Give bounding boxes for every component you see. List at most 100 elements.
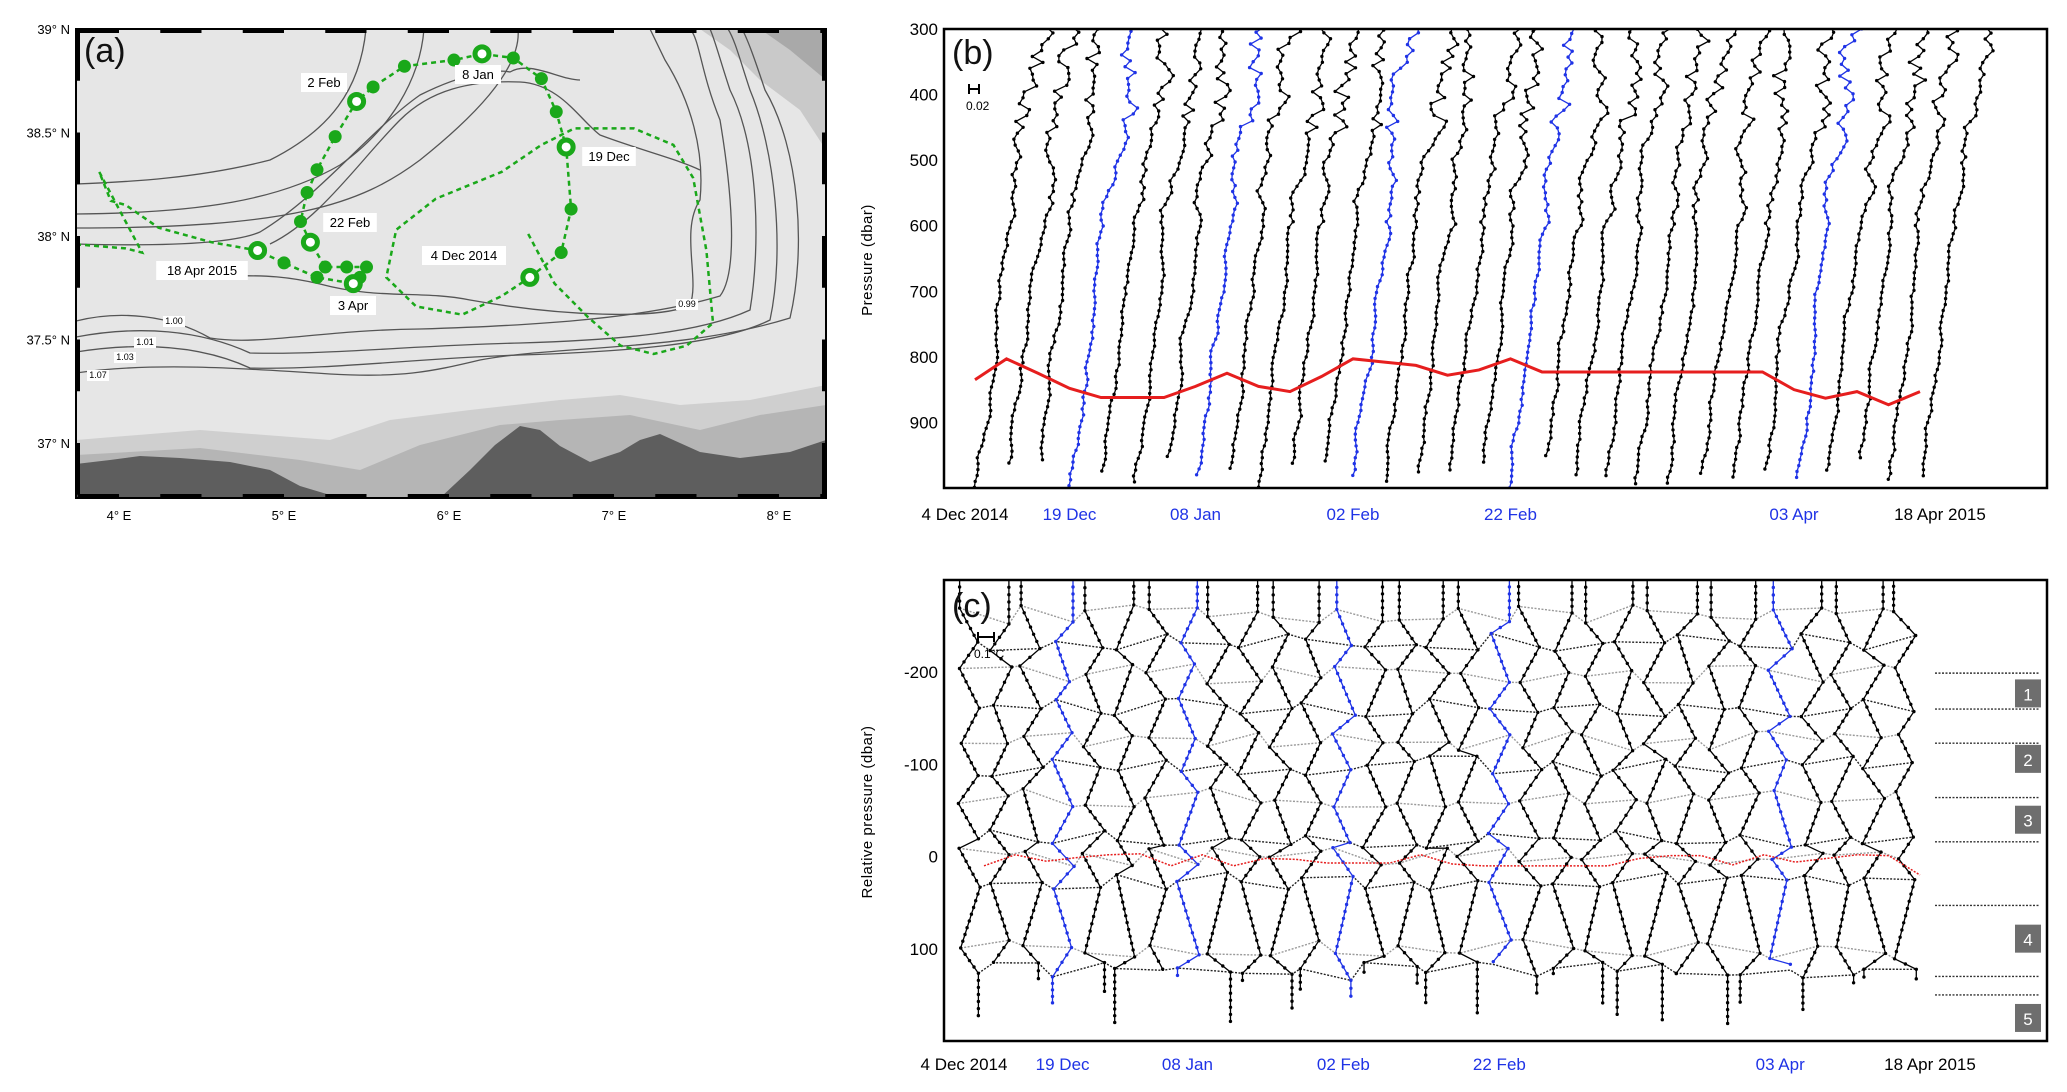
y-tick-label: 700	[910, 282, 938, 301]
layer-connector-line	[979, 871, 1915, 891]
frame-tick	[737, 494, 779, 498]
profile-dot-marker	[294, 215, 307, 229]
frame-tick	[325, 494, 367, 498]
date-label-bg	[330, 296, 376, 315]
map-panel: 2 Feb 8 Jan 19 Dec 22 Feb 4 Dec 2014 18 Apr 2…	[26, 22, 827, 523]
contour-label-bg	[163, 316, 185, 327]
float-tracks	[76, 44, 715, 356]
profile-dot-marker	[554, 246, 568, 260]
x-tick-label: 6° E	[437, 508, 462, 523]
scale-bar-icon	[977, 632, 995, 642]
frame-tick	[160, 494, 202, 498]
date-label-bg	[422, 246, 506, 265]
profile-line	[1705, 580, 1731, 1026]
x-tick-label: 4 Dec 2014	[921, 1055, 1008, 1074]
profile-line	[972, 29, 1055, 488]
x-tick-label: 08 Jan	[1170, 505, 1221, 524]
date-label-bg	[455, 65, 501, 84]
x-tick-label: 03 Apr	[1756, 1055, 1805, 1074]
profile-ring-marker	[347, 91, 367, 111]
layer-badge	[2015, 679, 2041, 708]
contour-label: 0.99	[678, 299, 696, 309]
profile-dot-marker	[506, 51, 520, 65]
profile-dot-marker	[447, 53, 461, 67]
profile-line	[1131, 29, 1203, 484]
date-label-text: 19 Dec	[588, 149, 630, 164]
scale-bar-label: 0.1°C	[974, 647, 1004, 661]
layer-connector-line	[978, 961, 1917, 982]
profiles-b	[972, 29, 1995, 488]
map-axes: 4° E 5° E 6° E 7° E 8° E 37° N 37.5° N 38° N 38.…	[26, 22, 791, 523]
profile-line	[1290, 29, 1360, 465]
x-tick-label: 4 Dec 2014	[922, 505, 1009, 524]
contour-line	[76, 29, 425, 215]
y-tick-label: 600	[910, 217, 938, 236]
frame-tick	[822, 236, 826, 288]
y-tick-label: 900	[910, 413, 938, 432]
profile-line	[1731, 29, 1792, 479]
profile-dot-marker	[397, 59, 411, 73]
contour-line	[76, 29, 519, 229]
profile-ring-marker	[472, 44, 492, 64]
profile-line	[1298, 580, 1323, 991]
map-frame-ticks	[76, 29, 826, 498]
profile-line	[1360, 580, 1388, 974]
layer-badge-label: 5	[2023, 1010, 2032, 1029]
profile-line	[1143, 580, 1169, 971]
profile-dot-marker	[360, 260, 373, 274]
profile-ring-marker	[343, 274, 363, 294]
x-tick-label: 8° E	[767, 508, 792, 523]
highlighted-profile-line	[1766, 580, 1794, 966]
profile-line	[1886, 29, 1960, 481]
y-tick-label: 37.5° N	[26, 333, 70, 348]
y-axis-title-c: Relative pressure (dbar)	[859, 726, 876, 899]
contour-label-bg	[114, 352, 136, 363]
profile-line	[1673, 580, 1700, 976]
layer-connector-line	[961, 730, 1899, 752]
date-label-bg	[323, 213, 377, 232]
profile-line	[1860, 580, 1888, 979]
profile-dot-marker	[366, 80, 380, 94]
y-tick-label: -100	[904, 755, 938, 774]
profile-dot-marker	[318, 260, 332, 274]
x-tick-label: 22 Feb	[1484, 505, 1537, 524]
shelf-shading-ne	[700, 29, 826, 150]
contour-label-bg	[134, 337, 156, 348]
x-tick-label: 18 Apr 2015	[1894, 505, 1986, 524]
scale-bar-c: 0.1°C	[974, 632, 1004, 661]
profile-line	[1891, 580, 1919, 981]
layer-connector-line	[977, 632, 1916, 652]
frame-tick	[822, 29, 826, 81]
y-tick-label: 0	[929, 848, 938, 867]
profile-line	[1665, 29, 1739, 485]
x-tick-label: 18 Apr 2015	[1884, 1055, 1976, 1074]
frame-tick	[655, 29, 697, 33]
panel-c: (c) 0.1°C Relative pressure (dbar) 1 2 3 4 5…	[859, 578, 2049, 1074]
frame-tick	[77, 494, 119, 498]
y-tick-label: 37° N	[37, 436, 70, 451]
profile-line	[1018, 580, 1045, 981]
scale-bar-icon	[968, 84, 980, 94]
contour-label: 1.01	[136, 337, 154, 347]
profile-dot-marker	[277, 256, 291, 270]
reference-isopycnal-line	[974, 357, 1921, 407]
dashed-track	[384, 127, 715, 356]
frame-tick	[76, 132, 80, 185]
profile-dot-marker	[328, 130, 342, 144]
profile-line	[1384, 29, 1460, 483]
profile-line	[1228, 29, 1303, 470]
layer-badge-label: 4	[2023, 931, 2032, 950]
highlighted-profile-line	[1050, 580, 1076, 1005]
profile-line	[1829, 580, 1856, 985]
date-label: 18 Apr 2015	[156, 261, 248, 280]
layer-badge-label: 1	[2023, 685, 2032, 704]
profile-line	[1395, 580, 1419, 985]
profile-line	[1921, 29, 1995, 478]
highlighted-profile-line	[1794, 29, 1864, 480]
frame-tick	[655, 494, 697, 498]
layer-badge-label: 2	[2023, 751, 2032, 770]
frame-tick	[76, 236, 80, 288]
profile-ring-marker	[520, 267, 540, 287]
profile-line	[1080, 580, 1107, 994]
